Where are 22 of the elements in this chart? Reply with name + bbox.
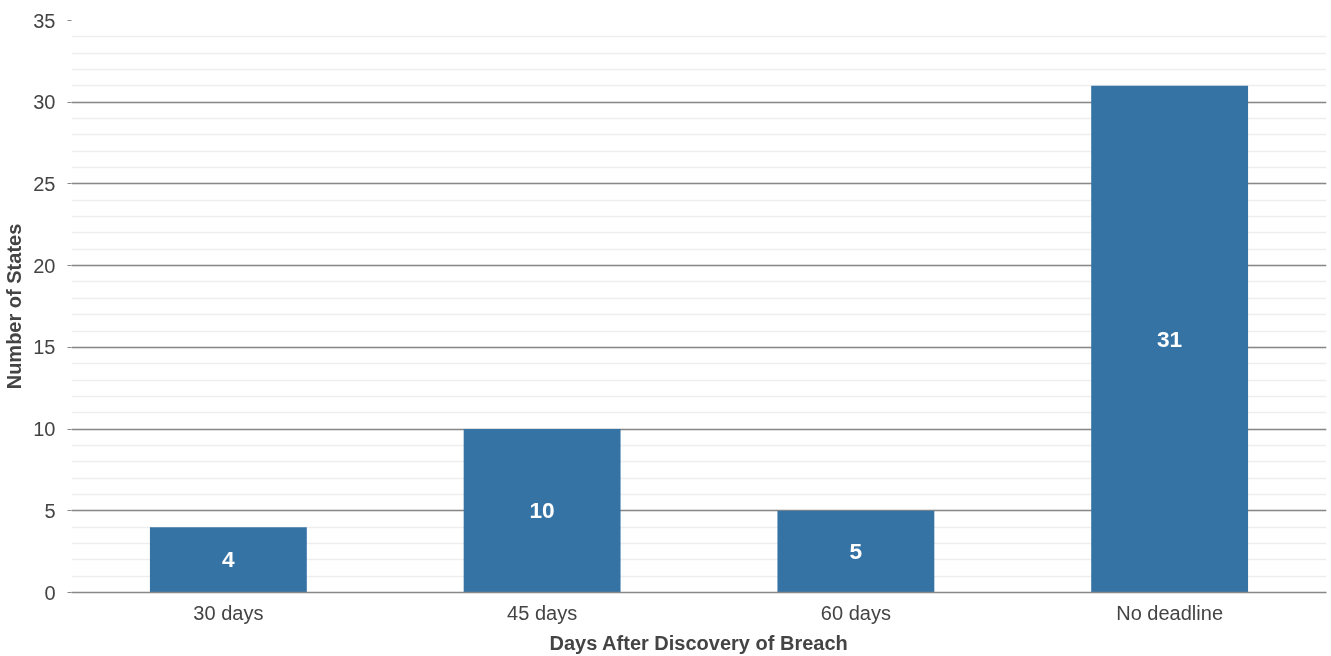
data-label: 10 [529,497,555,524]
x-tick-label: 60 days [820,601,891,624]
y-axis-title: Number of States [3,223,26,390]
data-label: 31 [1157,325,1183,352]
bar [777,510,935,593]
y-tick-label: 35 [33,9,56,32]
y-tick-label: 20 [33,254,56,277]
bar [149,527,307,593]
y-tick-label: 30 [33,91,56,114]
x-tick-label: 30 days [193,601,264,624]
y-tick-label: 10 [33,418,56,441]
y-tick-label: 25 [33,172,56,195]
data-label: 5 [849,538,863,565]
y-tick-label: 0 [44,581,56,604]
bar [463,429,621,593]
x-tick-label: 45 days [507,601,578,624]
y-tick-label: 5 [44,499,56,522]
bar [1091,85,1249,593]
data-label: 4 [222,546,236,573]
x-axis-title: Days After Discovery of Breach [549,631,848,654]
y-tick-label: 15 [33,336,56,359]
x-tick-label: No deadline [1116,601,1223,624]
